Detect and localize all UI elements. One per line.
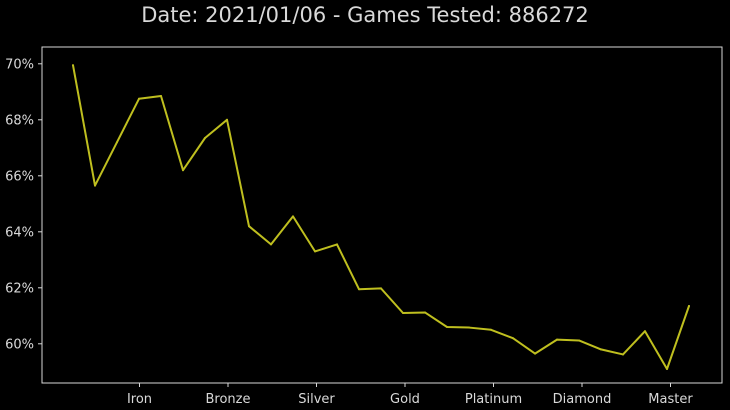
- data-point: [512, 337, 514, 340]
- data-point: [248, 225, 250, 228]
- data-point: [446, 326, 448, 328]
- data-point: [666, 368, 668, 370]
- data-point: [270, 243, 272, 246]
- data-point: [534, 352, 536, 355]
- x-tick-label: Iron: [127, 392, 152, 407]
- data-point: [160, 95, 162, 97]
- y-tick-label: 60%: [5, 337, 34, 352]
- y-tick-label: 66%: [5, 169, 34, 184]
- data-point: [226, 118, 228, 121]
- x-tick-label: Diamond: [553, 392, 612, 407]
- data-point: [138, 97, 140, 100]
- data-point: [556, 338, 558, 341]
- y-tick-label: 70%: [5, 57, 34, 72]
- x-tick-label: Master: [648, 392, 693, 407]
- data-point: [468, 326, 470, 329]
- y-tick-label: 64%: [5, 225, 34, 240]
- x-tick-label: Silver: [298, 392, 335, 407]
- y-axis: 60% 62% 64% 66% 68% 70%: [5, 57, 42, 352]
- data-point: [204, 137, 206, 139]
- data-point: [292, 215, 294, 218]
- y-tick-label: 68%: [5, 113, 34, 128]
- data-point: [600, 348, 602, 351]
- data-point: [688, 305, 690, 307]
- series-group: [72, 64, 690, 370]
- data-point: [336, 243, 338, 246]
- y-tick-label: 62%: [5, 281, 34, 296]
- x-tick-label: Gold: [390, 392, 420, 407]
- data-point: [72, 64, 74, 67]
- chart-title: Date: 2021/01/06 - Games Tested: 886272: [141, 3, 589, 27]
- data-point: [578, 339, 580, 342]
- data-point: [402, 312, 404, 314]
- data-point: [380, 287, 382, 290]
- data-point: [490, 328, 492, 331]
- data-point: [182, 169, 184, 172]
- x-tick-label: Platinum: [465, 392, 522, 407]
- x-tick-label: Bronze: [206, 392, 251, 407]
- data-point: [424, 311, 426, 314]
- data-point: [622, 353, 624, 356]
- x-axis: Iron Bronze Silver Gold Platinum Diamond Maste…: [127, 383, 693, 407]
- data-point: [644, 330, 646, 333]
- data-point: [94, 184, 96, 187]
- data-point: [116, 141, 118, 144]
- data-point: [314, 250, 316, 253]
- plot-area-frame: [41, 46, 723, 384]
- data-point: [358, 288, 360, 291]
